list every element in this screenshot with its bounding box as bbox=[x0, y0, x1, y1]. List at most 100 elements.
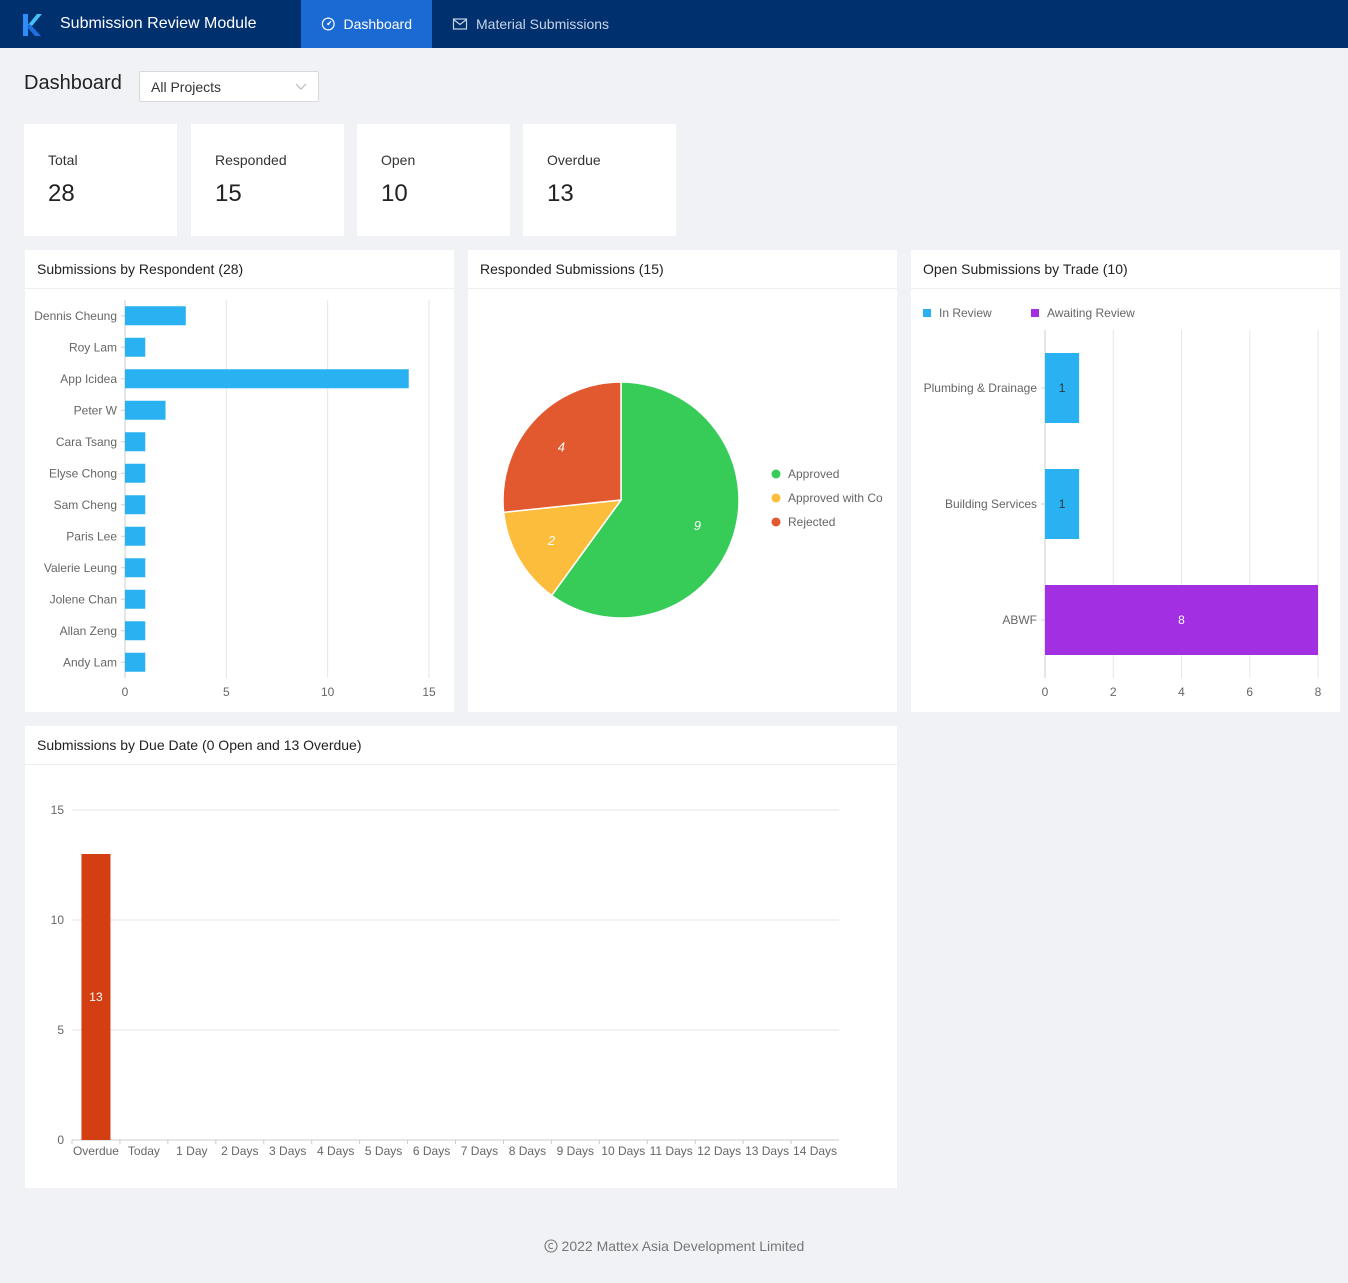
due-date-bar-chart: 0 5 10 15 Overdue 13 Today 1 Day 2 Days 3 Days 4 D… bbox=[51, 803, 839, 1158]
y-category-label: Peter W bbox=[74, 403, 118, 417]
panel-title: Submissions by Respondent (28) bbox=[25, 250, 454, 289]
y-category-label: Sam Cheng bbox=[54, 498, 117, 512]
bar bbox=[125, 495, 146, 515]
top-navigation-bar: Submission Review Module Dashboard Mater… bbox=[0, 0, 1348, 48]
stat-label: Open bbox=[381, 152, 416, 168]
chevron-down-icon bbox=[295, 83, 307, 90]
x-tick-label: 8 bbox=[1315, 685, 1322, 699]
x-tick-label: 2 bbox=[1110, 685, 1117, 699]
y-tick-label: 0 bbox=[57, 1133, 64, 1147]
y-tick-label: 10 bbox=[51, 913, 65, 927]
stat-value: 28 bbox=[48, 180, 75, 207]
app-logo-icon bbox=[23, 14, 42, 36]
bar bbox=[125, 432, 146, 452]
footer-text: 2022 Mattex Asia Development Limited bbox=[561, 1238, 805, 1254]
y-category-label: Plumbing & Drainage bbox=[924, 381, 1038, 395]
y-category-label: Cara Tsang bbox=[56, 435, 117, 449]
x-tick-label: 6 bbox=[1246, 685, 1253, 699]
pie-slice bbox=[502, 499, 623, 597]
y-category-label: Dennis Cheung bbox=[34, 309, 117, 323]
pie-slice bbox=[550, 381, 740, 619]
legend-label: In Review bbox=[939, 306, 992, 320]
stat-card-total: Total 28 bbox=[24, 124, 177, 236]
bar bbox=[125, 400, 166, 420]
x-category-label: 11 Days bbox=[650, 1144, 693, 1158]
y-category-label: Paris Lee bbox=[66, 529, 117, 543]
y-tick-label: 5 bbox=[57, 1023, 64, 1037]
x-tick-label: 10 bbox=[321, 685, 335, 699]
x-tick-label: 0 bbox=[122, 685, 129, 699]
stat-value: 15 bbox=[215, 180, 242, 207]
due-date-chart-panel: 0 5 10 15 Overdue 13 Today 1 Day 2 Days 3 Days 4 D… bbox=[25, 726, 897, 1188]
stat-value: 13 bbox=[547, 180, 574, 207]
bar bbox=[81, 854, 111, 1140]
x-category-label: Today bbox=[128, 1144, 160, 1158]
bar bbox=[125, 589, 146, 609]
footer: 2022 Mattex Asia Development Limited bbox=[0, 1238, 1348, 1254]
y-category-label: Allan Zeng bbox=[60, 624, 117, 638]
x-category-label: 4 Days bbox=[317, 1144, 354, 1158]
pie-slice bbox=[502, 381, 622, 514]
respondent-chart-panel: 0 5 10 15 Dennis Cheung Roy Lam App Icidea Pete… bbox=[25, 250, 454, 712]
slice-label: 9 bbox=[694, 518, 701, 533]
bar-label: 13 bbox=[89, 990, 103, 1004]
bar-label: 8 bbox=[1178, 613, 1185, 627]
bar-label: 1 bbox=[1059, 497, 1066, 511]
y-category-label: Andy Lam bbox=[63, 655, 117, 669]
slice-label: 4 bbox=[558, 439, 565, 454]
nav-tab-label: Dashboard bbox=[343, 16, 413, 32]
bar bbox=[125, 558, 146, 578]
trade-bar-chart: In Review Awaiting Review 0 2 4 6 8 Plumbing & … bbox=[923, 306, 1322, 699]
nav-tab-material-submissions[interactable]: Material Submissions bbox=[432, 0, 629, 48]
project-filter-select[interactable]: All Projects bbox=[139, 71, 319, 102]
legend-label: Rejected bbox=[788, 515, 835, 529]
dashboard-icon bbox=[321, 17, 335, 31]
x-category-label: 3 Days bbox=[269, 1144, 306, 1158]
y-category-label: Jolene Chan bbox=[50, 592, 117, 606]
x-category-label: 8 Days bbox=[509, 1144, 546, 1158]
trade-chart-panel: In Review Awaiting Review 0 2 4 6 8 Plumbing & … bbox=[911, 250, 1340, 712]
x-category-label: 9 Days bbox=[557, 1144, 594, 1158]
y-category-label: Elyse Chong bbox=[49, 466, 117, 480]
stat-label: Responded bbox=[215, 152, 287, 168]
y-category-label: ABWF bbox=[1002, 613, 1037, 627]
x-tick-label: 15 bbox=[422, 685, 436, 699]
bar bbox=[125, 526, 146, 546]
y-category-label: App Icidea bbox=[60, 372, 117, 386]
x-tick-label: 4 bbox=[1178, 685, 1185, 699]
y-tick-label: 15 bbox=[51, 803, 65, 817]
bar bbox=[1045, 469, 1080, 539]
stat-label: Overdue bbox=[547, 152, 601, 168]
bar bbox=[125, 463, 146, 483]
x-category-label: Overdue bbox=[73, 1144, 119, 1158]
responded-chart-panel: 9 2 4 Approved Approved with Co Rejected Resp… bbox=[468, 250, 897, 712]
x-tick-label: 0 bbox=[1042, 685, 1049, 699]
x-category-label: 10 Days bbox=[601, 1144, 645, 1158]
panel-title: Responded Submissions (15) bbox=[468, 250, 897, 289]
x-category-label: 1 Day bbox=[176, 1144, 207, 1158]
x-category-label: 2 Days bbox=[221, 1144, 258, 1158]
y-category-label: Roy Lam bbox=[69, 340, 117, 354]
y-category-label: Valerie Leung bbox=[44, 561, 117, 575]
legend-label: Awaiting Review bbox=[1047, 306, 1135, 320]
nav-tab-label: Material Submissions bbox=[476, 16, 610, 32]
x-tick-label: 5 bbox=[223, 685, 230, 699]
x-category-label: 5 Days bbox=[365, 1144, 402, 1158]
legend-marker bbox=[771, 517, 781, 527]
stat-label: Total bbox=[48, 152, 78, 168]
stat-card-responded: Responded 15 bbox=[191, 124, 344, 236]
stat-card-overdue: Overdue 13 bbox=[523, 124, 676, 236]
x-category-label: 7 Days bbox=[461, 1144, 498, 1158]
bar bbox=[125, 369, 409, 389]
nav-tab-dashboard[interactable]: Dashboard bbox=[301, 0, 432, 48]
app-title: Submission Review Module bbox=[60, 15, 257, 32]
bar bbox=[125, 652, 146, 672]
bar-label: 1 bbox=[1059, 381, 1066, 395]
stat-value: 10 bbox=[381, 180, 408, 207]
legend-marker bbox=[1031, 309, 1039, 317]
x-category-label: 14 Days bbox=[793, 1144, 837, 1158]
page-title: Dashboard bbox=[24, 72, 122, 94]
bar bbox=[125, 621, 146, 641]
legend-marker bbox=[771, 469, 781, 479]
x-category-label: 12 Days bbox=[697, 1144, 741, 1158]
